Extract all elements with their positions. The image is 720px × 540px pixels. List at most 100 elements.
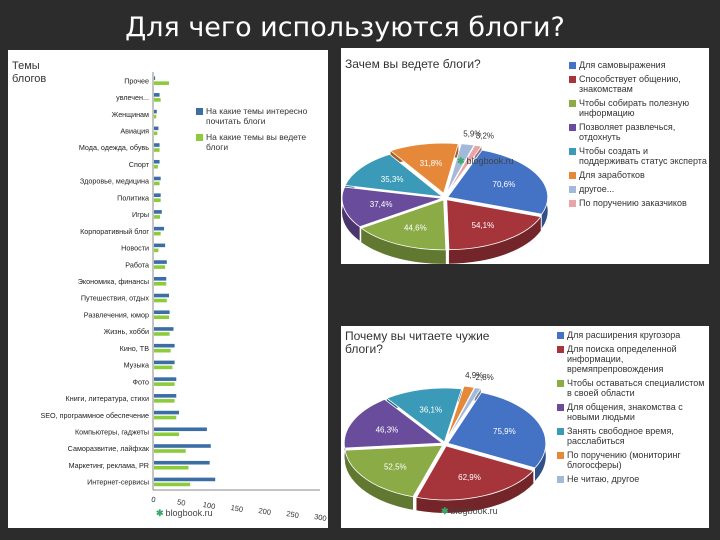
legend-swatch (569, 124, 576, 131)
pie-slice (360, 199, 447, 251)
category-label: Игры (132, 210, 149, 219)
pie-slice (446, 385, 476, 440)
bar-legend: На какие темы интересно почитать блоги Н… (196, 106, 316, 156)
bar-write (154, 449, 186, 453)
legend-swatch (196, 134, 203, 141)
legend-item: По поручению заказчиков (569, 198, 707, 208)
slide-title: Для чего используются блоги? (125, 12, 565, 43)
legend-item: другое... (569, 184, 707, 194)
legend-label: Способствует общению, знакомствам (579, 74, 681, 94)
bar-write (154, 215, 161, 219)
pie-title: Зачем вы ведете блоги? (345, 57, 481, 71)
legend-label: На какие темы вы ведете блоги (206, 132, 307, 152)
category-label: Женщинам (112, 110, 149, 119)
category-label: Экономика, финансы (78, 277, 149, 286)
bar-interest (154, 193, 161, 197)
bar-interest (154, 243, 166, 248)
legend-item: Для заработков (569, 170, 707, 180)
bar-interest (154, 477, 216, 482)
category-label: Мода, одежда, обувь (79, 143, 149, 152)
bar-write (154, 399, 175, 403)
legend-item: По поручению (мониторинг блогосферы) (557, 450, 707, 470)
pie-data-label: 52,5% (384, 462, 407, 471)
pie-slice (446, 144, 483, 194)
category-label: SEO, программное обеспечение (40, 411, 149, 420)
legend-swatch (557, 380, 564, 387)
legend-label: Для поиска определенной информации, врем… (567, 344, 677, 374)
bar-interest (154, 126, 159, 131)
pie-panel-why-read: Почему вы читаете чужие блоги? 75,9% 62,9… (341, 326, 709, 528)
legend-swatch (557, 428, 564, 435)
pie-data-label: 37,4% (370, 200, 393, 209)
bar-chart: Прочее увлечен... Женщинам Авиация Мода, оде… (40, 72, 327, 523)
bar-write (154, 114, 157, 119)
watermark: ✱ blogbook.ru (457, 156, 514, 167)
pie-title: Почему вы читаете чужие блоги? (345, 329, 490, 356)
bar-interest (154, 377, 177, 381)
legend-swatch (557, 346, 564, 353)
bar-write (154, 231, 161, 236)
pie-chart-why-read: 75,9% 62,9% 52,5% 46,3% 36,1% 4,9%2,8% (343, 371, 547, 513)
category-label: Жизнь, хобби (104, 327, 149, 336)
legend-label: Позволяет развлечься, отдохнуть (579, 122, 676, 142)
x-tick-label: 150 (230, 503, 244, 514)
pie-data-label: 3,2% (476, 131, 494, 140)
legend-label: Не читаю, другое (567, 474, 640, 484)
pie-data-label: 35,3% (381, 175, 404, 184)
pie-data-label: 44,6% (404, 223, 427, 232)
category-label: увлечен... (116, 93, 149, 102)
legend-item: Для расширения кругозора (557, 330, 707, 340)
x-tick-label: 100 (202, 500, 216, 511)
legend-swatch (569, 186, 576, 193)
watermark: ✱ blogbook.ru (441, 506, 498, 517)
pie-data-label: 5,9% (463, 130, 481, 139)
legend-item: Чтобы создать и поддерживать статус эксп… (569, 146, 707, 166)
pie-slice (341, 186, 443, 228)
bar-interest (154, 394, 177, 398)
bar-interest (154, 293, 170, 298)
category-label: Интернет-сервисы (87, 478, 149, 487)
bar-write (154, 248, 159, 253)
bar-write (154, 131, 158, 136)
pie-data-label: 2,8% (476, 373, 494, 382)
pie-slice (446, 387, 482, 440)
category-label: Спорт (129, 160, 150, 169)
bar-write (154, 315, 170, 320)
bar-write (154, 98, 161, 102)
bar-write (154, 482, 191, 487)
legend-label: Чтобы оставаться специалистом в своей об… (567, 378, 705, 398)
pie-slice (447, 392, 547, 469)
legend-label: Занять свободное время, расслабиться (567, 426, 674, 446)
legend-item: Чтобы собирать полезную информацию (569, 98, 707, 118)
bar-interest (154, 310, 170, 315)
category-label: Новости (121, 244, 149, 253)
pie-slice (415, 445, 535, 501)
legend-item: Занять свободное время, расслабиться (557, 426, 707, 446)
bar-write (154, 282, 167, 286)
legend-label: Для общения, знакомства с новыми людьми (567, 402, 683, 422)
pie-data-label: 70,6% (493, 180, 516, 189)
pie-data-label: 31,8% (420, 159, 443, 168)
category-label: Прочее (124, 76, 149, 85)
bar-write (154, 181, 160, 186)
bar-chart-panel: Темы блогов Прочее увлечен... Женщинам Авиа… (8, 50, 328, 528)
legend-label: По поручению заказчиков (579, 198, 687, 208)
bar-write (154, 81, 170, 85)
bar-interest (154, 410, 180, 415)
legend-label: Для расширения кругозора (567, 330, 681, 340)
legend-swatch (196, 108, 203, 115)
pie-slice (446, 143, 475, 194)
legend-swatch (557, 332, 564, 339)
category-label: Книги, литература, стихи (66, 394, 149, 403)
legend-label: Чтобы создать и поддерживать статус эксп… (579, 146, 707, 166)
pie-legend: Для самовыражения Способствует общению, з… (569, 60, 707, 212)
bar-interest (154, 76, 156, 80)
pie-slice-side (448, 216, 541, 264)
category-label: Фото (132, 377, 149, 386)
bar-interest (154, 460, 210, 465)
bug-icon: ✱ (441, 506, 449, 516)
pie-data-label: 36,1% (419, 405, 442, 414)
bar-interest (154, 260, 167, 264)
bar-interest (154, 159, 160, 164)
legend-item: Для общения, знакомства с новыми людьми (557, 402, 707, 422)
